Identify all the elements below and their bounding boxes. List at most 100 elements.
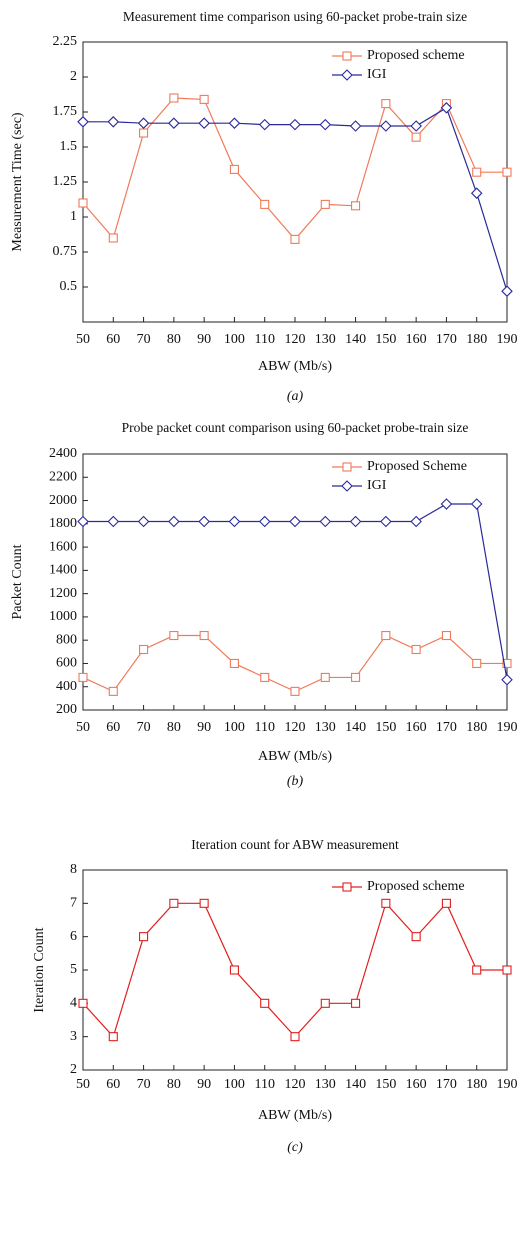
y-tick-label: 3 [70,1029,77,1044]
x-tick-label: 150 [375,720,396,735]
legend-label: IGI [367,67,387,82]
marker [228,515,241,528]
x-tick-label: 90 [197,1077,211,1092]
marker [260,998,270,1008]
chart: Iteration count for ABW measurement 2 3 4 5 6… [32,837,517,1155]
marker [289,118,301,131]
x-tick-label: 140 [345,1077,366,1092]
x-tick-label: 80 [167,720,181,735]
marker [501,673,513,686]
y-tick-label: 2200 [49,469,77,484]
x-tick-label: 180 [466,332,487,347]
marker [77,116,89,128]
marker [107,515,120,528]
x-tick-label: 80 [167,332,181,347]
marker [139,128,149,138]
marker [411,644,421,655]
marker [258,515,271,528]
y-axis-label: Measurement Time (sec) [10,112,25,252]
legend-marker [342,462,352,472]
y-tick-label: 2 [70,69,77,84]
marker [168,117,180,129]
x-tick-label: 120 [285,1077,306,1092]
y-tick-label: 1400 [49,563,77,578]
y-tick-label: 400 [56,679,77,694]
y-tick-label: 4 [70,996,77,1011]
marker [260,672,270,682]
series-line [82,634,507,693]
x-tick-label: 140 [345,720,366,735]
marker [139,644,149,655]
y-tick-label: 1.75 [53,104,78,119]
marker [441,630,451,641]
x-tick-label: 120 [285,332,306,347]
x-tick-label: 100 [224,720,245,735]
marker [169,898,179,908]
x-tick-label: 170 [436,720,457,735]
marker [349,120,362,132]
x-tick-label: 100 [224,332,245,347]
marker [139,932,149,942]
marker [169,630,179,641]
y-tick-label: 1200 [49,586,77,601]
chart: Measurement time comparison using 60-pac… [10,9,517,404]
x-tick-label: 110 [254,332,274,347]
x-tick-label: 130 [315,332,336,347]
marker [381,99,391,109]
x-tick-label: 100 [224,1077,245,1092]
marker [351,201,361,211]
marker [290,234,300,244]
legend-label: Proposed scheme [367,48,465,63]
marker [78,998,88,1008]
marker [229,164,239,174]
x-tick-label: 180 [466,1077,487,1092]
marker [349,515,362,528]
chart-title: Measurement time comparison using 60-pac… [123,9,467,24]
marker [107,116,120,128]
legend-label: Proposed Scheme [367,459,467,474]
x-tick-label: 110 [254,1077,274,1092]
chart-title: Iteration count for ABW measurement [191,837,399,852]
marker [290,1032,300,1042]
marker [199,94,209,104]
marker [472,965,482,975]
marker [441,898,451,908]
x-tick-label: 170 [436,332,457,347]
y-tick-label: 2000 [49,493,77,508]
caption: (b) [287,774,304,789]
marker [168,515,180,528]
plot-frame [82,41,508,323]
marker [289,515,301,528]
marker [137,117,150,129]
legend-marker [341,69,353,81]
marker [199,898,209,908]
marker [320,998,330,1008]
plot-frame [82,453,508,711]
x-tick-label: 160 [406,1077,427,1092]
marker [260,199,270,209]
y-tick-label: 1600 [49,539,77,554]
caption: (a) [287,389,304,404]
x-tick-label: 140 [345,332,366,347]
marker [258,118,271,131]
x-tick-label: 190 [497,1077,518,1092]
x-axis-label: ABW (Mb/s) [258,359,332,374]
y-tick-label: 8 [70,862,77,877]
marker [319,118,332,131]
marker [198,117,210,129]
x-tick-label: 130 [315,720,336,735]
x-tick-label: 60 [106,1077,120,1092]
x-axis-label: ABW (Mb/s) [258,1108,332,1123]
marker [78,198,88,208]
x-tick-label: 150 [375,332,396,347]
x-axis-label: ABW (Mb/s) [258,749,332,764]
x-tick-label: 170 [436,1077,457,1092]
chart-title: Probe packet count comparison using 60-p… [122,420,469,435]
y-tick-label: 2 [70,1062,77,1077]
marker [411,932,421,942]
marker [137,515,150,528]
y-tick-label: 1 [70,209,77,224]
y-tick-label: 1.5 [60,139,78,154]
x-tick-label: 70 [137,332,151,347]
